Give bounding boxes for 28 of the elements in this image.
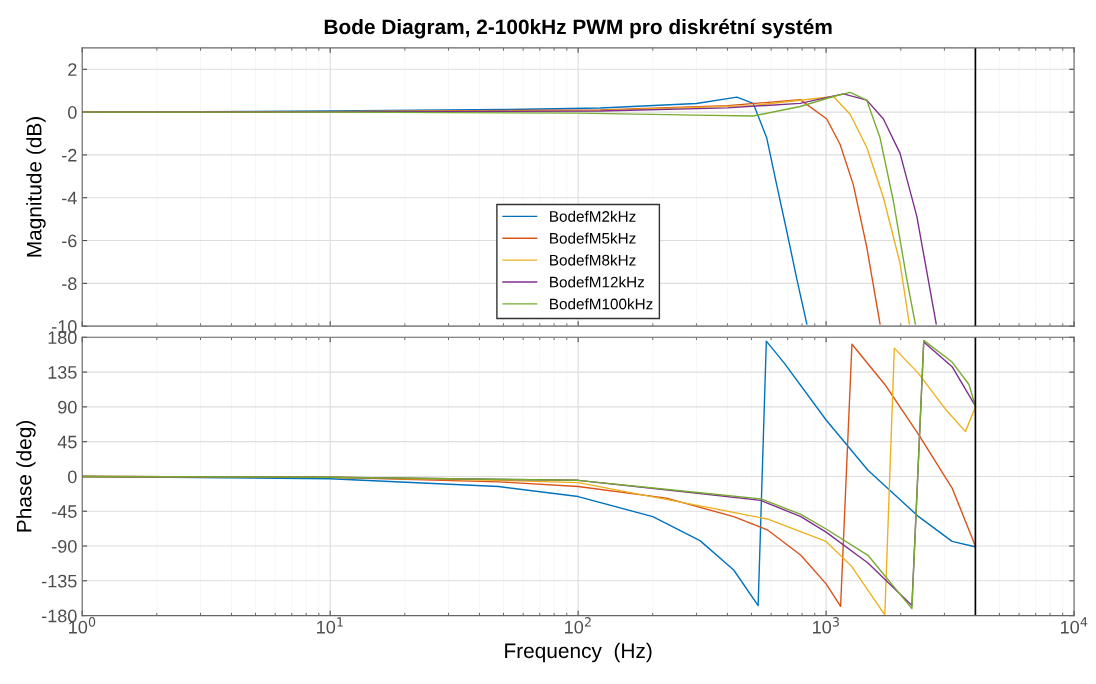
y-tick-label: -90	[52, 539, 77, 553]
y-tick-label: -135	[42, 574, 77, 588]
y-tick-label: 180	[48, 331, 77, 345]
y-tick-label: -45	[52, 505, 77, 518]
y-tick-label: 90	[58, 400, 77, 414]
chart-title: Bode Diagram, 2-100kHz PWM pro diskrétní systém	[324, 18, 832, 39]
legend-label: BodefM8kHz	[550, 254, 636, 266]
y-tick-label: 135	[48, 366, 77, 379]
legend-label: BodefM5kHz	[550, 232, 636, 244]
y-axis-title: Phase (deg)	[16, 420, 36, 532]
y-tick-label: 45	[57, 435, 77, 449]
y-tick-label: 2	[68, 63, 77, 76]
y-axis-title: Magnitude (dB)	[26, 117, 46, 257]
y-tick-label: 0	[68, 106, 77, 119]
y-tick-label: -6	[62, 234, 77, 248]
x-tick-label: 10$^{1}$	[317, 617, 343, 634]
y-tick-label: -10	[52, 320, 77, 333]
x-tick-label: 10$^{2}$	[565, 617, 591, 634]
y-tick-label: -4	[62, 191, 77, 205]
y-tick-label: -8	[62, 277, 77, 291]
legend-label: BodefM2kHz	[550, 210, 636, 222]
x-axis-title: Frequency (Hz)	[505, 642, 652, 663]
x-tick-label: 10$^{4}$	[1061, 617, 1088, 634]
x-tick-label: 10$^{3}$	[813, 617, 839, 634]
y-tick-label: 0	[68, 470, 77, 484]
legend-label: BodefM100kHz	[550, 298, 653, 310]
legend-label: BodefM12kHz	[550, 276, 645, 288]
y-tick-label: -2	[62, 148, 77, 162]
